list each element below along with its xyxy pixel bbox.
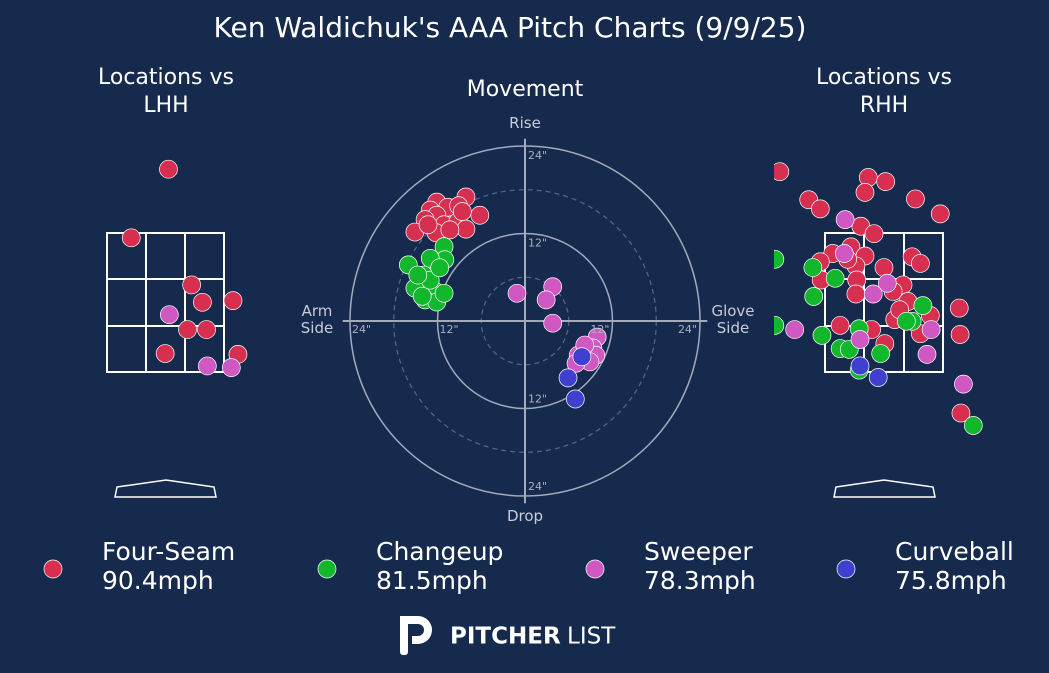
pitch-point bbox=[930, 204, 950, 224]
pitch-point bbox=[803, 258, 823, 277]
legend-velocity: 75.8mph bbox=[895, 566, 1007, 595]
pitch-point bbox=[408, 265, 428, 285]
plot-area bbox=[774, 162, 983, 435]
legend-velocity: 90.4mph bbox=[102, 566, 214, 595]
pitch-point bbox=[868, 368, 888, 387]
pitch-point bbox=[804, 287, 824, 306]
legend-marker bbox=[43, 559, 63, 579]
x-tick-label: 24" bbox=[678, 323, 697, 336]
legend-marker bbox=[836, 559, 856, 579]
pitch-point bbox=[951, 403, 971, 423]
pitch-point bbox=[774, 249, 785, 269]
pitch-point bbox=[178, 320, 197, 339]
pitch-point bbox=[418, 215, 438, 235]
axis-label-left: Arm Side bbox=[300, 302, 334, 337]
home-plate bbox=[114, 479, 217, 498]
pitch-point bbox=[197, 320, 216, 339]
pitch-point bbox=[863, 284, 883, 304]
pitch-point bbox=[785, 320, 805, 339]
legend-velocity: 81.5mph bbox=[376, 566, 488, 595]
pitch-point bbox=[198, 356, 217, 376]
pitch-point bbox=[825, 268, 845, 288]
legend-label: Changeup bbox=[376, 537, 503, 566]
pitch-point bbox=[835, 210, 855, 229]
chart-title: Locations vs RHH bbox=[816, 65, 952, 118]
y-tick-label: 12" bbox=[528, 236, 547, 249]
brand-light: LIST bbox=[567, 624, 616, 650]
pitch-point bbox=[906, 189, 925, 209]
pitch-point bbox=[430, 258, 450, 278]
page-title: Ken Waldichuk's AAA Pitch Charts (9/9/25… bbox=[214, 11, 807, 44]
pitch-point bbox=[830, 316, 850, 335]
pitch-point bbox=[159, 305, 179, 325]
legend-label: Sweeper bbox=[644, 537, 753, 566]
pitch-point bbox=[221, 358, 241, 377]
pitch-point bbox=[850, 356, 870, 376]
legend-velocity: 78.3mph bbox=[644, 566, 756, 595]
pitch-point bbox=[543, 313, 563, 333]
pitch-point bbox=[412, 286, 432, 306]
pitch-point bbox=[913, 296, 933, 315]
x-tick-label: 24" bbox=[352, 323, 371, 336]
axis-label-right: Glove Side bbox=[711, 302, 755, 337]
pitch-point bbox=[896, 311, 916, 331]
pitch-point bbox=[182, 275, 201, 295]
pitch-point bbox=[452, 202, 472, 221]
pitch-point bbox=[812, 326, 832, 345]
pitch-point bbox=[774, 316, 785, 335]
pitch-point bbox=[949, 298, 969, 318]
brand-logo bbox=[400, 616, 432, 655]
chart-title: Locations vs LHH bbox=[98, 65, 234, 118]
pitch-point bbox=[877, 273, 897, 293]
plot-area bbox=[342, 138, 708, 504]
pitch-point bbox=[193, 292, 212, 312]
pitch-point bbox=[558, 368, 578, 388]
pitch-point bbox=[874, 258, 894, 277]
pitch-point bbox=[159, 159, 178, 179]
pitch-point bbox=[223, 291, 243, 310]
legend-label: Curveball bbox=[895, 537, 1014, 566]
pitch-point bbox=[834, 244, 854, 263]
pitch-point bbox=[440, 220, 460, 240]
pitch-point bbox=[911, 254, 930, 273]
pitch-point bbox=[121, 228, 141, 248]
pitch-point bbox=[456, 219, 476, 239]
axis-label-bottom: Drop bbox=[507, 507, 543, 525]
pitch-point bbox=[434, 283, 454, 303]
pitch-point bbox=[846, 284, 866, 304]
pitch-point bbox=[774, 162, 790, 182]
pitch-point bbox=[572, 347, 592, 367]
legend-marker bbox=[585, 559, 605, 579]
pitch-point bbox=[470, 205, 490, 225]
pitch-point bbox=[876, 172, 896, 191]
legend-label: Four-Seam bbox=[102, 537, 235, 566]
pitch-point bbox=[855, 182, 875, 202]
pitch-point bbox=[871, 344, 891, 363]
pitch-point bbox=[536, 290, 556, 310]
pitch-point bbox=[954, 374, 973, 394]
x-tick-label: 12" bbox=[590, 323, 609, 336]
pitch-point bbox=[864, 224, 884, 244]
y-tick-label: 12" bbox=[528, 393, 547, 406]
brand-bold: PITCHER bbox=[450, 624, 561, 650]
pitch-point bbox=[921, 320, 941, 339]
x-tick-label: 12" bbox=[439, 323, 458, 336]
pitch-point bbox=[850, 330, 870, 349]
chart-title: Movement bbox=[467, 77, 584, 102]
axis-label-top: Rise bbox=[509, 114, 541, 132]
plot-area bbox=[121, 159, 248, 377]
legend-marker bbox=[317, 559, 337, 579]
pitch-point bbox=[565, 389, 585, 409]
home-plate bbox=[833, 479, 936, 498]
y-tick-label: 24" bbox=[528, 480, 547, 493]
pitch-point bbox=[155, 344, 175, 363]
pitch-point bbox=[507, 283, 527, 303]
pitch-point bbox=[950, 325, 970, 344]
pitch-point bbox=[917, 345, 937, 364]
y-tick-label: 24" bbox=[528, 149, 547, 162]
pitch-point bbox=[963, 416, 983, 435]
pitch-point bbox=[810, 199, 830, 219]
